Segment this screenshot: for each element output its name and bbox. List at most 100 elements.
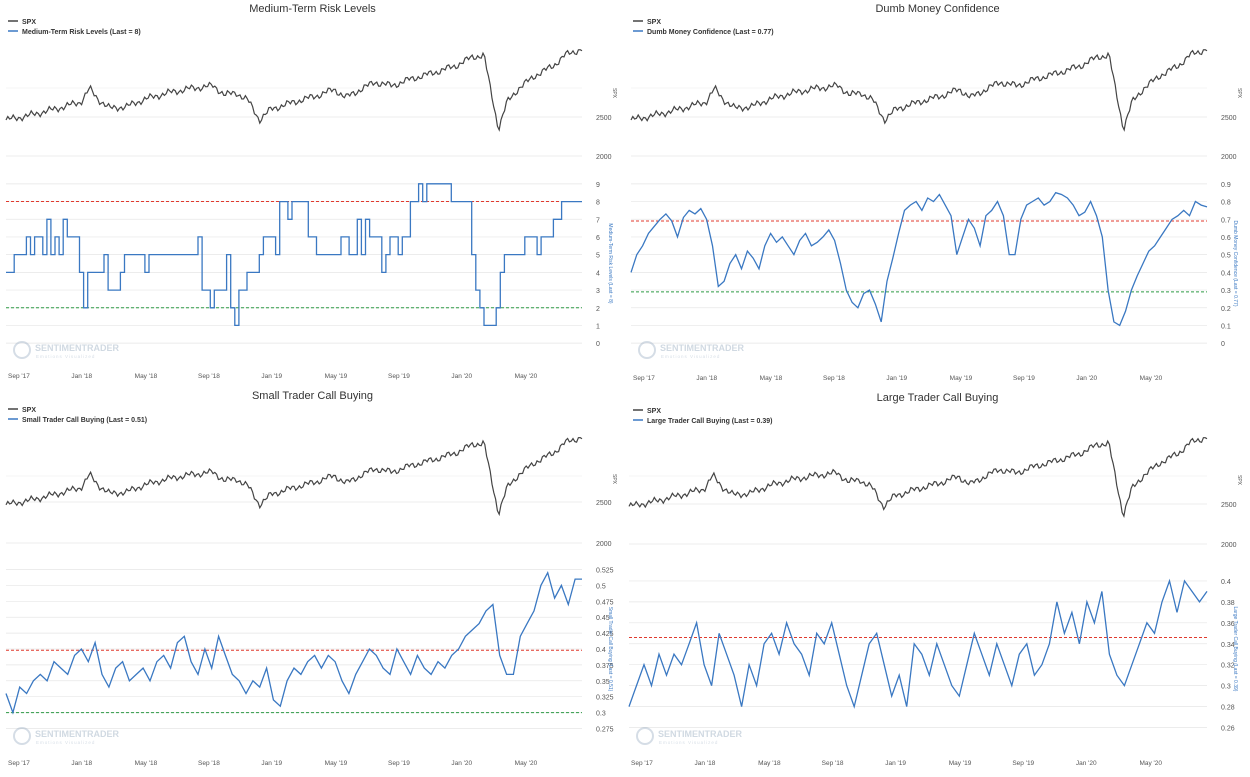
x-tick-label: May '18	[758, 760, 781, 767]
spx-axis-title: SPX	[1236, 475, 1242, 486]
chart-panel-4: Large Trader Call Buying SPX Large Trader…	[625, 388, 1250, 776]
x-tick-label: Sep '19	[1012, 760, 1034, 767]
spx-axis-title: SPX	[611, 88, 617, 99]
indicator-tick-label: 0.3	[596, 711, 606, 718]
spx-tick-label: 2000	[596, 541, 612, 548]
indicator-tick-label: 2	[596, 306, 600, 313]
chart-svg: SPX Small Trader Call Buying (Last = 0.51…	[5, 407, 617, 767]
indicator-tick-label: 8	[596, 200, 600, 207]
x-tick-label: Jan '20	[451, 760, 472, 767]
indicator-tick-label: 6	[596, 235, 600, 242]
indicator-tick-label: 0	[596, 341, 600, 348]
indicator-tick-label: 0.9	[1221, 182, 1231, 189]
watermark-logo-icon	[13, 727, 31, 745]
watermark-tagline: Emotions Visualized	[661, 354, 720, 359]
x-tick-label: Sep '17	[631, 760, 653, 767]
x-tick-label: Jan '19	[886, 375, 907, 382]
indicator-tick-label: 0.7	[1221, 217, 1231, 224]
indicator-tick-label: 0.36	[1221, 621, 1235, 628]
spx-series-line	[628, 437, 1208, 519]
x-tick-label: May '20	[1139, 760, 1162, 767]
x-tick-label: Jan '18	[71, 760, 92, 767]
x-tick-label: Jan '20	[1076, 375, 1097, 382]
indicator-axis-title: Dumb Money Confidence (Last = 0.77)	[1232, 220, 1238, 306]
legend-label-spx: SPX	[647, 408, 661, 415]
indicator-axis-title: Medium-Term Risk Levels (Last = 8)	[607, 223, 613, 303]
watermark-brand: SENTIMENTRADER	[35, 343, 120, 353]
x-tick-label: Sep '18	[823, 375, 845, 382]
indicator-series-line	[628, 578, 1208, 709]
x-tick-label: Jan '20	[451, 373, 472, 380]
x-tick-label: Sep '17	[8, 373, 30, 380]
spx-tick-label: 2000	[596, 154, 612, 161]
indicator-tick-label: 0.3	[1221, 684, 1231, 691]
legend-label-indicator: Large Trader Call Buying (Last = 0.39)	[647, 418, 772, 425]
chart-svg: SPX Large Trader Call Buying (Last = 0.39…	[628, 408, 1242, 767]
x-tick-label: May '18	[760, 375, 783, 382]
indicator-tick-label: 0.475	[596, 599, 614, 606]
indicator-tick-label: 0.525	[596, 568, 614, 575]
legend-label-spx: SPX	[647, 19, 661, 26]
spx-series-line	[5, 49, 583, 132]
chart-panel-2: Dumb Money Confidence SPX Dumb Money Conf…	[625, 0, 1250, 388]
indicator-series-line	[6, 183, 582, 327]
chart-panel-1: Medium-Term Risk Levels SPX Medium-Term R…	[0, 0, 625, 388]
spx-tick-label: 2500	[1221, 502, 1237, 509]
x-tick-label: Jan '18	[695, 760, 716, 767]
legend: SPX Large Trader Call Buying (Last = 0.39…	[633, 408, 772, 425]
x-tick-label: May '19	[325, 760, 348, 767]
chart-title: Small Trader Call Buying	[251, 390, 374, 402]
watermark-logo-icon	[638, 341, 656, 359]
watermark-logo-icon	[13, 341, 31, 359]
indicator-tick-label: 0.38	[1221, 600, 1235, 607]
chart-title: Dumb Money Confidence	[875, 3, 1000, 15]
legend-label-spx: SPX	[22, 19, 36, 26]
x-tick-label: Sep '17	[633, 375, 655, 382]
watermark-brand: SENTIMENTRADER	[35, 729, 120, 739]
x-tick-label: Jan '20	[1076, 760, 1097, 767]
x-tick-label: May '19	[950, 375, 973, 382]
indicator-tick-label: 0.6	[1221, 235, 1231, 242]
x-tick-label: Sep '19	[388, 760, 410, 767]
indicator-tick-label: 3	[596, 288, 600, 295]
watermark-brand: SENTIMENTRADER	[658, 729, 743, 739]
indicator-tick-label: 0	[1221, 341, 1225, 348]
spx-tick-label: 2500	[596, 115, 612, 122]
indicator-series-line	[630, 191, 1208, 327]
chart-title: Medium-Term Risk Levels	[249, 3, 376, 15]
indicator-tick-label: 7	[596, 217, 600, 224]
chart-svg: SPX Medium-Term Risk Levels (Last = 8) 250…	[5, 19, 617, 380]
x-tick-label: Jan '19	[261, 760, 282, 767]
indicator-axis-title: Small Trader Call Buying (Last = 0.51)	[607, 607, 613, 692]
indicator-tick-label: 0.2	[1221, 306, 1231, 313]
x-tick-label: May '19	[325, 373, 348, 380]
indicator-tick-label: 0.3	[1221, 288, 1231, 295]
watermark-logo-icon	[636, 727, 654, 745]
indicator-tick-label: 0.4	[596, 647, 606, 654]
indicator-tick-label: 0.375	[596, 663, 614, 670]
spx-axis-title: SPX	[1236, 88, 1242, 99]
x-tick-label: Jan '19	[885, 760, 906, 767]
legend: SPX Dumb Money Confidence (Last = 0.77)	[633, 19, 774, 36]
chart-title: Large Trader Call Buying	[876, 392, 999, 404]
x-tick-label: May '18	[135, 373, 158, 380]
indicator-tick-label: 1	[596, 323, 600, 330]
indicator-tick-label: 4	[596, 270, 600, 277]
x-tick-label: Sep '17	[8, 760, 30, 767]
x-tick-label: Jan '19	[261, 373, 282, 380]
watermark-tagline: Emotions Visualized	[659, 740, 718, 745]
watermark-tagline: Emotions Visualized	[36, 354, 95, 359]
legend-label-indicator: Medium-Term Risk Levels (Last = 8)	[22, 29, 141, 36]
chart-svg: SPX Dumb Money Confidence (Last = 0.77) 25…	[630, 19, 1242, 382]
spx-tick-label: 2500	[596, 500, 612, 507]
indicator-tick-label: 0.4	[1221, 270, 1231, 277]
indicator-axis-title: Large Trader Call Buying (Last = 0.39)	[1232, 607, 1238, 692]
indicator-tick-label: 0.28	[1221, 705, 1235, 712]
legend: SPX Small Trader Call Buying (Last = 0.51…	[8, 407, 147, 424]
watermark-brand: SENTIMENTRADER	[660, 343, 745, 353]
indicator-tick-label: 0.5	[1221, 253, 1231, 260]
